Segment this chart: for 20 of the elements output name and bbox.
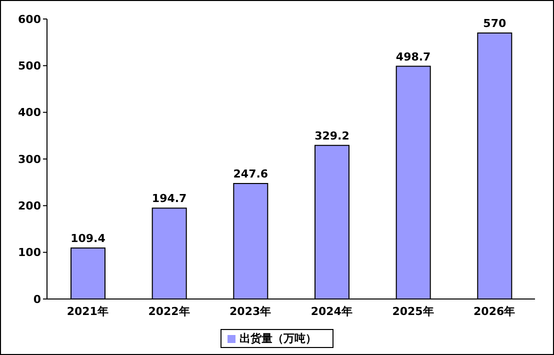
data-label: 194.7: [152, 192, 187, 206]
data-label: 570: [483, 17, 506, 30]
x-tick-label: 2021年: [66, 304, 108, 318]
y-tick-label: 400: [18, 106, 42, 120]
y-tick-label: 600: [18, 12, 42, 26]
y-tick-label: 200: [18, 200, 42, 213]
data-label: 498.7: [396, 50, 431, 64]
y-tick-label: 300: [18, 152, 42, 166]
x-tick-label: 2026年: [474, 304, 516, 318]
data-label: 247.6: [233, 167, 268, 180]
data-label: 329.2: [314, 129, 350, 142]
x-tick-label: 2023年: [230, 304, 272, 318]
y-tick-label: 100: [18, 246, 42, 260]
x-tick-label: 2022年: [148, 304, 190, 318]
y-tick-label: 500: [18, 60, 42, 73]
x-tick-label: 2024年: [310, 304, 352, 318]
legend-label: 出货量（万吨）: [240, 332, 316, 345]
y-tick-label: 0: [33, 292, 42, 306]
x-tick-label: 2025年: [392, 304, 434, 318]
data-label: 109.4: [70, 232, 106, 245]
